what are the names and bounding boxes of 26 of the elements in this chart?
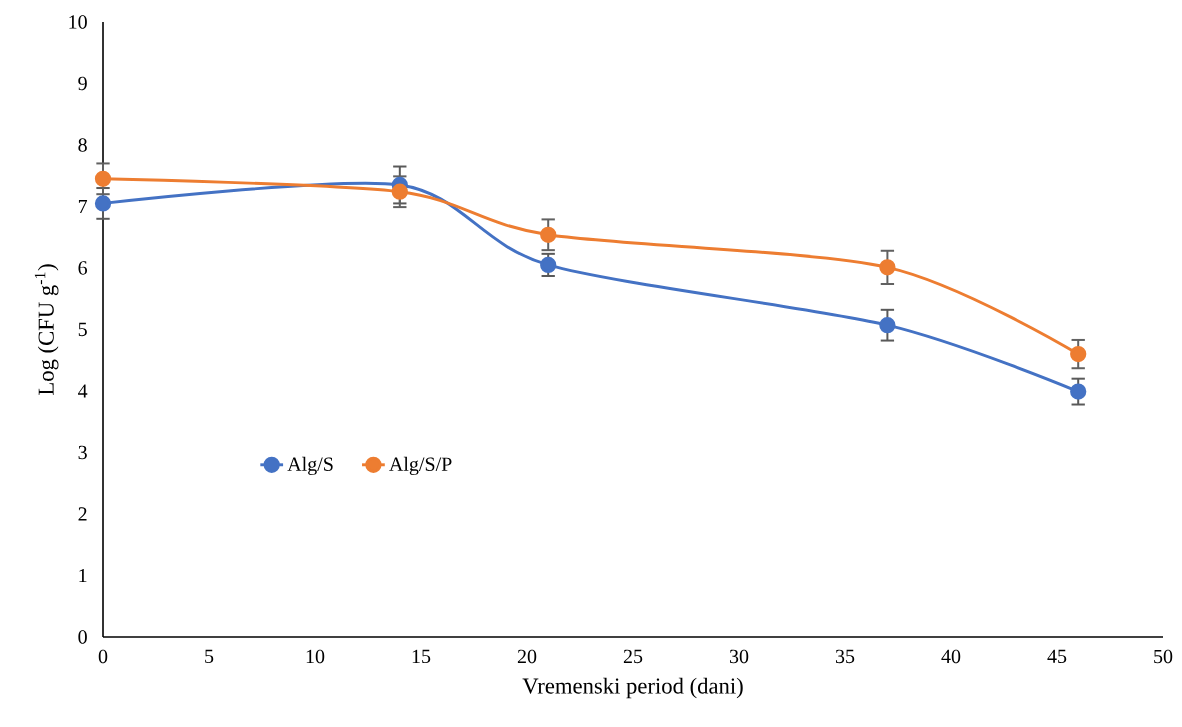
x-tick-label: 45 [1047, 649, 1067, 664]
y-tick-label: 0 [78, 630, 87, 644]
y-tick-label: 5 [78, 322, 87, 337]
y-tick-label: 6 [78, 261, 88, 275]
y-tick-label: 3 [78, 445, 87, 460]
legend-label: Alg/S [287, 456, 333, 476]
x-tick-label: 15 [412, 649, 431, 664]
y-tick-label: 4 [78, 384, 88, 398]
x-tick-label: 50 [1154, 649, 1173, 664]
x-tick-label: 5 [205, 649, 214, 663]
y-tick-label: 2 [78, 507, 87, 521]
x-axis-title: Vremenski period (dani) [522, 677, 743, 699]
y-tick-label: 10 [69, 15, 87, 29]
y-tick-label: 9 [78, 76, 87, 91]
x-tick-label: 40 [941, 649, 961, 664]
x-tick-label: 25 [623, 649, 643, 664]
y-tick-label: 8 [78, 138, 87, 152]
x-tick-label: 10 [306, 649, 325, 664]
x-tick-label: 20 [517, 649, 537, 664]
y-axis-title: Log (CFU g$^{-1}$) [34, 264, 59, 395]
y-tick-label: 1 [79, 568, 87, 583]
legend-label: Alg/S/P [389, 456, 452, 476]
y-tick-label: 7 [78, 199, 88, 214]
x-tick-label: 0 [98, 649, 108, 664]
x-tick-label: 35 [835, 649, 855, 664]
x-tick-label: 30 [729, 649, 749, 664]
